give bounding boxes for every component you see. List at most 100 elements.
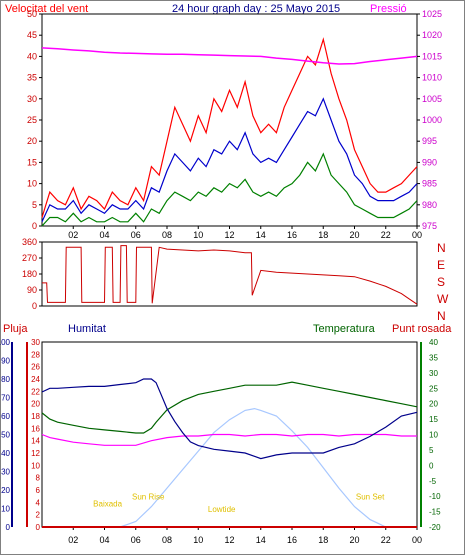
wind-x-tick-label: 16 [287,230,297,240]
humidity-tick-label: 90 [1,357,10,366]
humidity-tick-label: 100 [0,338,11,347]
humidity-y-axis: 0 10 20 30 40 50 60 70 80 90 100 [0,338,13,532]
pressure-y-tick-label: 980 [422,200,437,210]
direction-y-tick-label: 0 [32,301,37,311]
wind-y-tick-label: 35 [27,73,37,83]
temp-x-tick-label: 02 [68,535,78,545]
humidity-tick-label: 70 [1,394,10,403]
compass-label: E [437,258,445,272]
temperature-tick-label: 0 [429,461,434,470]
humidity-tick-label: 0 [6,523,11,532]
wind-x-tick-label: 14 [256,230,266,240]
rain-tick-label: 28 [31,350,40,359]
temp-humidity-panel: Pluja Humitat Temperatura Punt rosada 0 1… [0,323,452,545]
pressure-label: Pressió [370,3,407,15]
wind-pressure-panel: Velocitat del vent 24 hour graph day : 2… [5,3,442,240]
temperature-tick-label: 40 [429,338,438,347]
temperature-label: Temperatura [313,323,376,335]
rain-tick-label: 20 [31,400,40,409]
humidity-tick-label: 20 [1,486,10,495]
temp-x-axis: 02 04 06 08 10 12 14 16 18 20 22 00 [68,527,422,545]
direction-y-axis: 0 90 180 270 360 [22,237,42,311]
wind-y-tick-label: 40 [27,51,37,61]
compass-label: N [437,309,446,323]
humidity-line [41,378,418,460]
wind-y-tick-label: 25 [27,115,37,125]
rain-tick-label: 2 [36,511,41,520]
temp-x-tick-label: 16 [287,535,297,545]
pressure-y-tick-label: 1015 [422,51,442,61]
rain-tick-label: 14 [31,437,40,446]
chart-title: 24 hour graph day : 25 Mayo 2015 [172,3,340,15]
temp-x-tick-label: 10 [193,535,203,545]
temperature-tick-label: 5 [429,446,434,455]
temperature-tick-label: -10 [429,492,441,501]
compass-label: N [437,241,446,255]
solar-line [119,407,387,528]
rain-tick-label: 8 [36,474,41,483]
wind-x-tick-label: 08 [162,230,172,240]
direction-y-tick-label: 360 [22,237,37,247]
temperature-tick-label: 30 [429,369,438,378]
pressure-y-tick-label: 1000 [422,115,442,125]
temperature-tick-label: 10 [429,431,438,440]
rain-tick-label: 30 [31,338,40,347]
wind-x-tick-label: 06 [131,230,141,240]
temp-x-tick-label: 20 [349,535,359,545]
wind_min-line [41,152,418,227]
temperature-tick-label: 15 [429,415,438,424]
pressure-line [41,47,418,65]
wind-y-tick-label: 15 [27,157,37,167]
wind-x-tick-label: 00 [412,230,422,240]
direction-y-tick-label: 90 [27,285,37,295]
wind-y-tick-label: 10 [27,179,37,189]
wind-x-tick-label: 10 [193,230,203,240]
compass-label: S [437,275,445,289]
temperature-line [41,381,418,434]
humidity-tick-label: 40 [1,449,10,458]
rain-tick-label: 4 [36,498,41,507]
annotation-label: Sun Rise [132,492,165,501]
pressure-y-tick-label: 1025 [422,9,442,19]
wind-plot-frame [41,13,418,227]
pressure-y-tick-label: 990 [422,157,437,167]
wind-y-tick-label: 30 [27,94,37,104]
temp-series [41,378,418,528]
temp-x-tick-label: 18 [318,535,328,545]
wind-speed-label: Velocitat del vent [5,3,88,15]
rain-tick-label: 24 [31,375,40,384]
temp-x-tick-label: 04 [99,535,109,545]
sun-tide-annotations: Baixada Sun Rise Lowtide Sun Set [93,492,385,514]
rain-tick-label: 18 [31,412,40,421]
wind-x-tick-label: 02 [68,230,78,240]
pressure-y-tick-label: 1020 [422,30,442,40]
humidity-tick-label: 80 [1,375,10,384]
dew_point-line [41,433,417,446]
temp-x-tick-label: 22 [381,535,391,545]
rain-tick-label: 16 [31,424,40,433]
annotation-label: Sun Set [356,492,385,501]
temperature-y-axis: -20 -15 -10 -5 0 5 10 15 20 25 30 35 40 [420,338,441,532]
pressure-y-axis: 975 980 985 990 995 1000 1005 1010 1015 1020 1025 [417,9,442,231]
humidity-tick-label: 30 [1,468,10,477]
humidity-tick-label: 50 [1,431,10,440]
direction-y-tick-label: 270 [22,253,37,263]
rain-tick-label: 6 [36,486,41,495]
temperature-tick-label: -20 [429,523,441,532]
humidity-tick-label: 60 [1,412,10,421]
temperature-tick-label: 20 [429,400,438,409]
wind-y-tick-label: 20 [27,136,37,146]
temp-x-tick-label: 08 [162,535,172,545]
wind-y-tick-label: 50 [27,9,37,19]
pressure-y-tick-label: 1010 [422,73,442,83]
humidity-label: Humitat [68,323,106,335]
temp-x-tick-label: 00 [412,535,422,545]
temperature-tick-label: -5 [429,477,437,486]
wind-x-tick-label: 04 [99,230,109,240]
temperature-tick-label: 25 [429,384,438,393]
wind-x-tick-label: 12 [224,230,234,240]
rain-tick-label: 26 [31,363,40,372]
humidity-tick-label: 10 [1,505,10,514]
